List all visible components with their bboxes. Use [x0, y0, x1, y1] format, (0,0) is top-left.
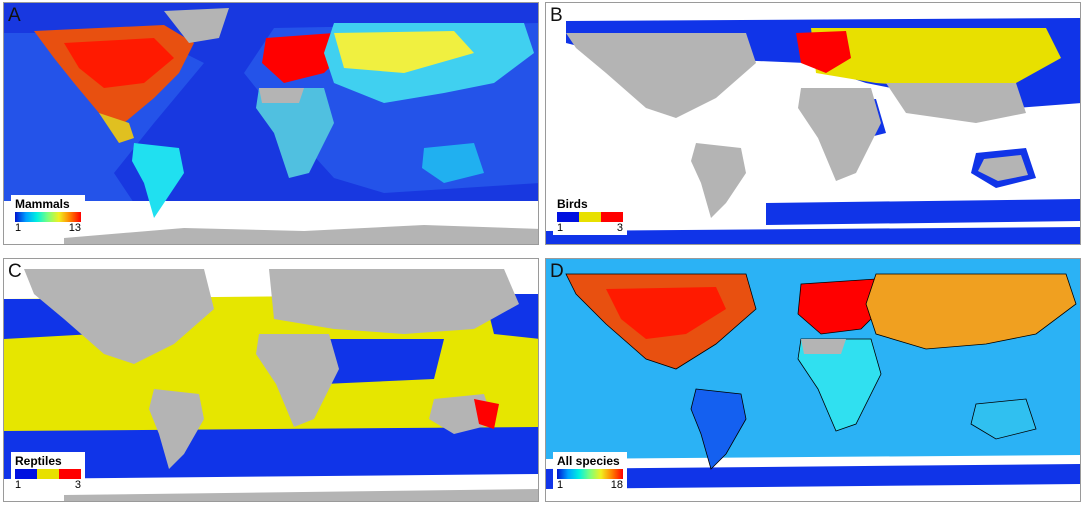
legend-ticks: 1 3 [15, 479, 81, 491]
map-panel-mammals: A Mammals 1 13 [3, 2, 539, 245]
map-panel-all-species: D All species 1 18 [545, 258, 1081, 502]
map-panel-reptiles: C Reptiles 1 3 [3, 258, 539, 502]
legend-title: All species [557, 454, 620, 468]
world-map-all-species [546, 259, 1080, 501]
legend-ticks: 1 13 [15, 222, 81, 234]
legend: Birds 1 3 [553, 195, 627, 235]
legend-colorbar [557, 212, 623, 222]
legend-min-label: 1 [557, 479, 564, 491]
legend-title: Reptiles [15, 454, 62, 468]
legend-ticks: 1 18 [557, 479, 623, 491]
legend-max-label: 18 [610, 479, 623, 491]
world-map-mammals [4, 3, 538, 244]
legend-max-label: 3 [616, 222, 623, 234]
world-map-reptiles [4, 259, 538, 501]
panel-letter: B [550, 5, 563, 26]
legend-colorbar [15, 469, 81, 479]
panel-letter: C [8, 261, 22, 282]
legend-ticks: 1 3 [557, 222, 623, 234]
legend-min-label: 1 [557, 222, 564, 234]
legend-colorbar [557, 469, 623, 479]
legend: All species 1 18 [553, 452, 627, 492]
legend-max-label: 3 [74, 479, 81, 491]
legend-title: Mammals [15, 197, 70, 211]
panel-letter: D [550, 261, 564, 282]
legend-title: Birds [557, 197, 588, 211]
legend-colorbar [15, 212, 81, 222]
legend-min-label: 1 [15, 479, 22, 491]
legend: Reptiles 1 3 [11, 452, 85, 492]
map-panel-birds: B Birds 1 3 [545, 2, 1081, 245]
legend: Mammals 1 13 [11, 195, 85, 235]
world-map-birds [546, 3, 1080, 244]
panel-letter: A [8, 5, 21, 26]
legend-max-label: 13 [68, 222, 81, 234]
legend-min-label: 1 [15, 222, 22, 234]
